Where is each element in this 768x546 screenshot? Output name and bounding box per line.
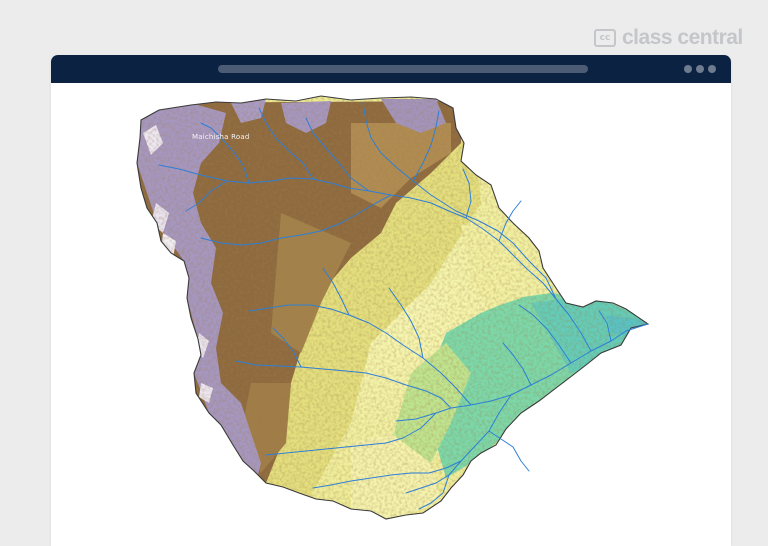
browser-window: Maichisha Road	[51, 55, 731, 546]
river-network	[158, 102, 649, 510]
window-dot-2[interactable]	[696, 65, 704, 73]
watershed-dem-map	[136, 95, 649, 520]
class-central-logo: cc class central	[594, 26, 743, 50]
brand-name: class central	[622, 26, 743, 49]
address-bar[interactable]	[218, 65, 588, 73]
window-titlebar	[51, 55, 731, 83]
window-dot-3[interactable]	[708, 65, 716, 73]
elevation-raster	[137, 96, 648, 519]
window-dot-1[interactable]	[684, 65, 692, 73]
cc-logo-icon: cc	[594, 29, 616, 47]
map-place-label: Maichisha Road	[192, 133, 250, 141]
map-viewport: Maichisha Road	[51, 83, 731, 546]
